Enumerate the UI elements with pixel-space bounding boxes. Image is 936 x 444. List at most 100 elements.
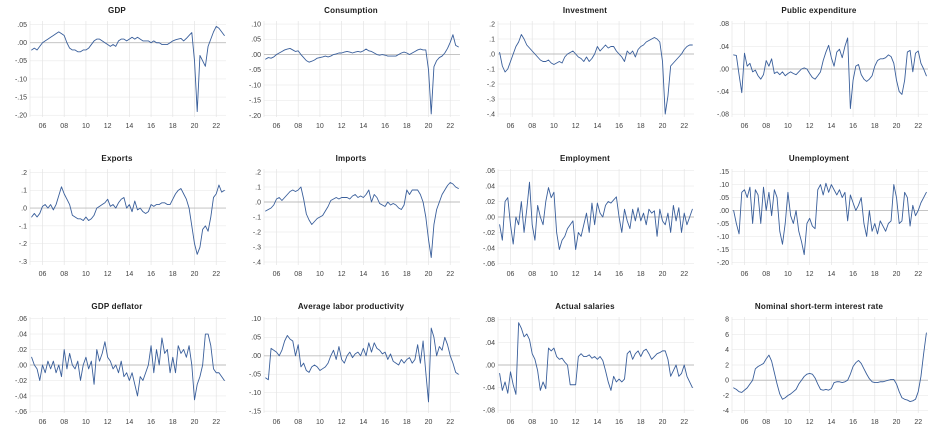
x-tick-label: 08 <box>528 271 536 278</box>
y-tick-label: .10 <box>251 21 261 28</box>
y-tick-label: .04 <box>485 183 495 190</box>
chart-title: Consumption <box>324 6 378 15</box>
x-tick-label: 10 <box>550 419 558 426</box>
y-tick-label: .00 <box>17 40 27 47</box>
chart-consumption: Consumption .10 .05 .00 -.05 -.10 -.15 -.20 06 08… <box>234 0 468 148</box>
line-series <box>265 34 459 115</box>
chart-average-labor-productivity: Average labor productivity .10 .05 .00 -.05 -… <box>234 296 468 444</box>
x-tick-label: 06 <box>39 123 47 130</box>
x-tick-label: 14 <box>125 419 133 426</box>
x-tick-label: 12 <box>572 419 580 426</box>
x-tick-label: 16 <box>615 419 623 426</box>
x-tick-label: 16 <box>381 419 389 426</box>
chart-title: Public expenditure <box>781 6 857 15</box>
y-tick-label: .02 <box>17 347 27 354</box>
chart-title: Imports <box>335 154 367 163</box>
y-tick-label: -.2 <box>19 241 27 248</box>
x-tick-label: 16 <box>615 123 623 130</box>
y-tick-label: 0 <box>725 378 729 385</box>
x-tick-label: 22 <box>212 271 220 278</box>
x-tick-label: 10 <box>316 419 324 426</box>
x-tick-label: 14 <box>593 419 601 426</box>
y-tick-label: .05 <box>719 195 729 202</box>
chart-title: GDP <box>108 6 126 15</box>
x-tick-label: 12 <box>806 271 814 278</box>
x-tick-label: 20 <box>425 123 433 130</box>
x-tick-label: 08 <box>60 271 68 278</box>
y-tick-label: .1 <box>489 36 495 43</box>
y-tick-label: .04 <box>485 340 495 347</box>
chart-exports: Exports .2 .1 .0 -.1 -.2 -.3 06 08 10 12 14 16 18 20 22 <box>0 148 234 296</box>
x-tick-label: 18 <box>871 419 879 426</box>
x-tick-label: 10 <box>550 123 558 130</box>
x-tick-label: 14 <box>125 271 133 278</box>
y-tick-label: -.20 <box>717 260 729 267</box>
y-tick-label: .10 <box>251 316 261 323</box>
x-tick-label: 20 <box>893 419 901 426</box>
y-tick-label: -.04 <box>15 393 27 400</box>
x-tick-label: 12 <box>338 419 346 426</box>
y-tick-label: -.1 <box>253 214 261 221</box>
x-tick-label: 12 <box>104 123 112 130</box>
y-tick-label: .00 <box>485 362 495 369</box>
y-tick-label: -.04 <box>483 385 495 392</box>
chart-title: Actual salaries <box>555 302 615 311</box>
x-tick-label: 20 <box>191 123 199 130</box>
x-tick-label: 06 <box>741 419 749 426</box>
x-tick-label: 16 <box>381 271 389 278</box>
y-tick-label: -.20 <box>15 113 27 120</box>
x-tick-label: 14 <box>125 123 133 130</box>
y-tick-label: .1 <box>255 184 261 191</box>
x-tick-label: 10 <box>316 123 324 130</box>
x-tick-label: 10 <box>550 271 558 278</box>
y-tick-label: -.05 <box>15 58 27 65</box>
x-tick-label: 06 <box>741 123 749 130</box>
line-series <box>733 182 927 256</box>
y-tick-label: .00 <box>719 208 729 215</box>
x-tick-label: 22 <box>446 271 454 278</box>
line-series <box>31 333 225 401</box>
x-tick-label: 20 <box>893 271 901 278</box>
x-tick-label: 08 <box>60 123 68 130</box>
x-tick-label: 08 <box>294 419 302 426</box>
x-tick-label: 18 <box>403 419 411 426</box>
x-tick-label: 22 <box>446 419 454 426</box>
y-tick-label: -.10 <box>717 234 729 241</box>
x-tick-label: 06 <box>507 419 515 426</box>
chart-plot: .2 .1 .0 -.1 -.2 -.3 -.4 06 08 10 12 14 16 18 20 22 <box>253 169 460 278</box>
line-series <box>733 37 927 109</box>
y-tick-label: 2 <box>725 362 729 369</box>
x-tick-label: 22 <box>212 419 220 426</box>
y-tick-label: .00 <box>17 362 27 369</box>
y-tick-label: -2 <box>723 393 729 400</box>
x-tick-label: 06 <box>273 419 281 426</box>
x-tick-label: 22 <box>680 123 688 130</box>
y-tick-label: .0 <box>489 51 495 58</box>
x-tick-label: 22 <box>914 123 922 130</box>
y-tick-label: .08 <box>485 317 495 324</box>
x-tick-label: 20 <box>659 123 667 130</box>
y-tick-label: .04 <box>719 44 729 51</box>
y-tick-label: -.15 <box>15 94 27 101</box>
line-series <box>265 182 459 258</box>
x-tick-label: 06 <box>507 123 515 130</box>
chart-plot: .10 .05 .00 -.05 -.10 -.15 06 08 10 12 14 16 18 20 22 <box>249 316 460 426</box>
y-tick-label: -.10 <box>15 76 27 83</box>
x-tick-label: 16 <box>615 271 623 278</box>
y-tick-label: .2 <box>489 21 495 28</box>
y-tick-label: -.3 <box>253 244 261 251</box>
y-tick-label: -.15 <box>717 247 729 254</box>
chart-plot: .2 .1 .0 -.1 -.2 -.3 -.4 06 08 10 12 14 16 18 20 22 <box>487 21 694 130</box>
x-tick-label: 22 <box>914 419 922 426</box>
x-tick-label: 10 <box>82 271 90 278</box>
x-tick-label: 14 <box>359 271 367 278</box>
chart-employment: Employment .06 .04 .02 .00 -.02 -.04 -.06 06 08 10… <box>468 148 702 296</box>
x-tick-label: 08 <box>762 271 770 278</box>
chart-actual-salaries: Actual salaries .08 .04 .00 -.04 -.08 06 08 10 12… <box>468 296 702 444</box>
x-tick-label: 16 <box>849 271 857 278</box>
y-tick-label: 8 <box>725 317 729 324</box>
x-tick-label: 12 <box>806 123 814 130</box>
x-tick-label: 06 <box>273 271 281 278</box>
y-tick-label: .04 <box>17 331 27 338</box>
